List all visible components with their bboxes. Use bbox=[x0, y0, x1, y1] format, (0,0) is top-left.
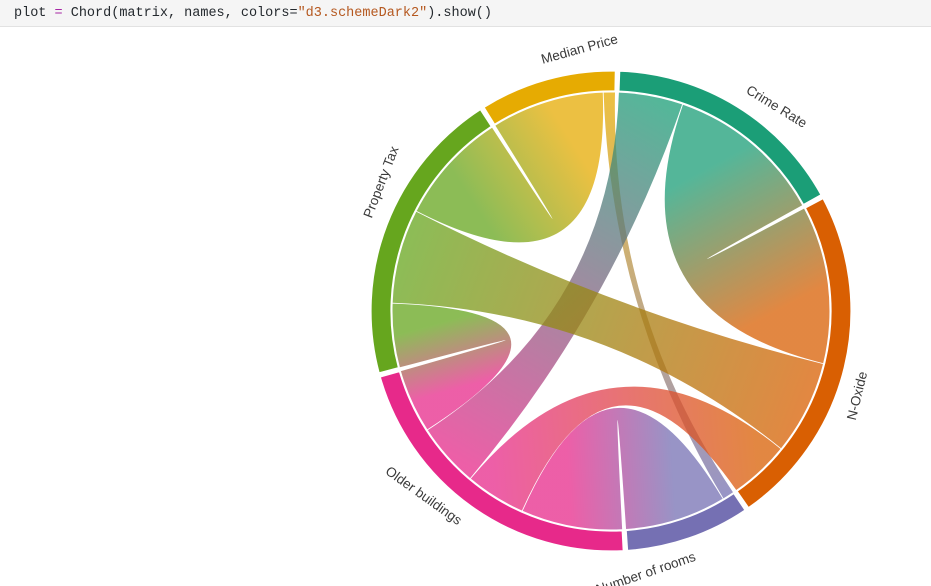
svg-text:Number of rooms: Number of rooms bbox=[594, 549, 698, 586]
svg-text:Median Price: Median Price bbox=[539, 31, 619, 66]
svg-text:N-Oxide: N-Oxide bbox=[844, 370, 870, 422]
